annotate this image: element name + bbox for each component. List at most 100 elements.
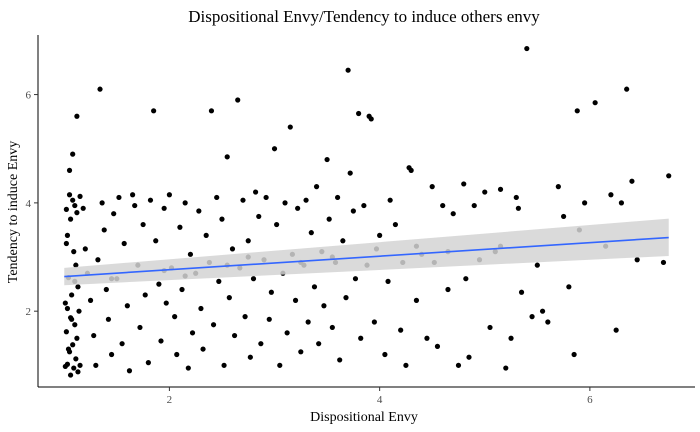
data-point [137,324,143,331]
data-point [82,246,88,252]
data-point [324,156,330,163]
data-point [130,192,136,198]
data-point [292,297,299,303]
data-point [316,341,322,347]
data-point [385,278,391,284]
data-point [608,192,614,198]
data-point [71,365,77,371]
data-point [350,208,356,214]
data-point [189,330,196,336]
data-point [503,365,509,371]
data-point [63,240,69,247]
data-point [252,189,259,195]
data-point [247,354,253,360]
data-point [250,276,257,282]
data-point [132,202,138,209]
data-point [77,193,83,199]
data-point [566,284,572,290]
data-point [629,178,635,184]
data-point [221,362,227,368]
data-point [497,186,504,192]
data-point [111,211,117,217]
data-point [268,289,274,295]
data-point [70,342,76,348]
data-point [666,173,672,179]
data-point [229,246,236,252]
data-point [308,230,314,236]
data-point [340,238,346,244]
data-point [258,341,264,347]
data-point [398,327,404,333]
data-point [77,362,83,368]
data-point [166,192,172,198]
data-point [62,363,68,370]
data-point [177,224,183,230]
data-point [515,205,521,211]
data-point [277,362,283,368]
data-point [245,238,251,244]
data-point [613,327,619,333]
data-point [361,202,367,209]
data-point [182,200,188,206]
data-point [392,221,399,228]
data-point [356,110,362,117]
data-point [140,221,146,228]
data-point [413,297,420,303]
data-point [108,351,115,358]
data-point [455,362,462,368]
data-point [72,202,78,209]
data-point [67,216,74,222]
data-point [371,319,377,325]
data-point [75,284,81,290]
confidence-band [64,218,669,286]
data-point [311,284,318,290]
data-point [147,197,154,203]
data-point [156,281,162,287]
y-tick-label: 6 [26,90,32,102]
data-point [210,322,217,328]
data-point [153,238,159,244]
data-point [284,330,290,336]
data-point [382,351,388,358]
plot-area: 2 4 6 2 4 6 [26,35,695,406]
data-point [263,194,269,201]
data-point [74,210,80,216]
data-point [151,108,157,114]
y-tick-label: 4 [26,198,32,210]
data-point [97,86,103,92]
data-point [63,206,69,212]
data-point [91,332,97,339]
data-point [434,343,441,349]
data-point [187,251,194,257]
data-point [103,286,109,293]
data-point [101,227,107,233]
data-point [408,167,414,173]
data-point [303,197,309,203]
y-tick-label: 2 [26,306,32,318]
data-point [99,200,105,206]
data-point [93,362,99,368]
data-point [466,354,472,360]
data-point [214,194,220,201]
data-point [440,202,446,209]
data-point [179,286,185,293]
data-point [240,197,246,203]
data-point [450,211,456,217]
data-point [513,194,519,201]
data-point [163,300,169,306]
data-point [65,346,72,352]
data-point [282,200,288,206]
data-point [95,257,101,263]
data-point [66,167,73,173]
data-point [534,262,540,268]
data-point [352,276,359,282]
data-point [105,316,112,322]
data-point [124,303,130,309]
data-point [64,305,71,312]
data-point [74,335,80,341]
data-point [142,292,148,298]
data-point [76,308,82,314]
data-point [571,351,577,358]
data-point [555,184,561,190]
